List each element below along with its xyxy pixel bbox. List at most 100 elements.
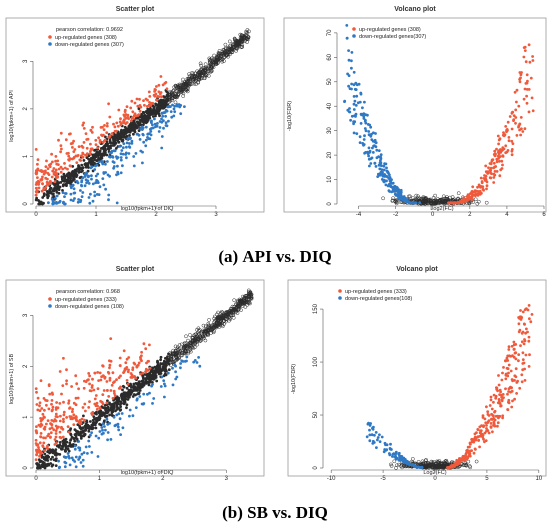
point-up [57,163,60,167]
point-neutral [78,176,82,180]
point-neutral [159,362,163,365]
point-up [489,176,493,180]
point-down [102,183,106,187]
point-down [100,432,104,436]
point-up [83,418,86,422]
x-tick-label: 2 [468,212,472,218]
point-up [489,162,493,166]
point-neutral [125,403,129,407]
legend-label: down-regulated genes (307) [55,42,124,48]
point-down [114,423,118,427]
point-neutral [220,56,225,61]
point-up [108,366,111,370]
point-down [372,144,375,148]
point-neutral [198,61,203,66]
point-down [393,453,397,456]
chart-title: Volcano plot [396,266,438,273]
point-down [121,426,125,430]
point-down [382,164,386,168]
point-up [496,389,499,393]
point-down [355,132,359,136]
point-down [378,433,381,437]
point-neutral [187,76,191,81]
point-up [67,401,70,405]
point-down [87,196,91,199]
point-neutral [89,163,93,166]
point-neutral [144,379,148,383]
point-up [493,173,497,177]
point-down [380,435,384,439]
point-up [472,451,476,455]
point-up [98,141,102,144]
point-down [70,456,74,460]
point-down [380,168,384,172]
point-up [110,383,114,387]
legend-label: up-regulated genes (333) [345,289,407,295]
point-up [109,337,113,340]
point-neutral [203,62,208,67]
point-up [39,452,42,456]
point-up [48,392,52,396]
point-neutral [73,175,77,178]
point-down [179,112,183,115]
point-up [107,136,111,139]
point-down [55,194,59,198]
point-up [96,387,100,391]
point-down [94,164,97,168]
point-up [51,169,55,173]
point-neutral [205,67,210,72]
point-down [354,81,358,85]
point-neutral [125,134,129,138]
point-down [362,138,366,141]
point-down [391,181,395,185]
point-down [151,402,154,405]
point-down [74,465,78,469]
point-up [65,382,68,386]
point-up [56,415,59,419]
point-down [88,445,91,448]
point-up [65,368,68,372]
point-up [43,449,46,452]
point-neutral [240,45,244,49]
point-up [59,170,63,174]
point-neutral [164,99,168,102]
point-up [82,386,86,390]
legend-marker [338,296,342,300]
point-neutral [57,187,61,190]
point-up [468,449,472,453]
point-up [512,118,516,122]
point-down [115,201,119,205]
point-down [68,456,71,460]
point-down [50,197,54,201]
point-down [163,384,167,388]
point-down [347,49,350,52]
point-neutral [484,200,489,205]
point-neutral [83,429,87,432]
point-neutral [125,406,128,410]
point-up [51,160,54,164]
point-down [57,459,60,463]
point-up [520,340,524,344]
point-up [112,122,115,126]
point-down [54,197,57,200]
point-up [83,402,87,406]
point-up [451,201,454,205]
point-up [95,407,99,411]
point-neutral [53,183,57,187]
point-neutral [119,405,122,408]
point-neutral [68,172,72,176]
point-down [394,450,398,454]
point-up [42,186,46,190]
point-down [58,199,62,203]
point-up [487,431,491,435]
point-up [153,90,157,93]
point-up [506,374,510,378]
point-down [158,126,162,129]
point-neutral [122,135,126,139]
point-up [34,148,38,151]
point-up [105,389,109,392]
point-up [38,401,42,405]
point-neutral [110,141,114,145]
point-up [500,378,504,382]
point-up [144,97,148,101]
